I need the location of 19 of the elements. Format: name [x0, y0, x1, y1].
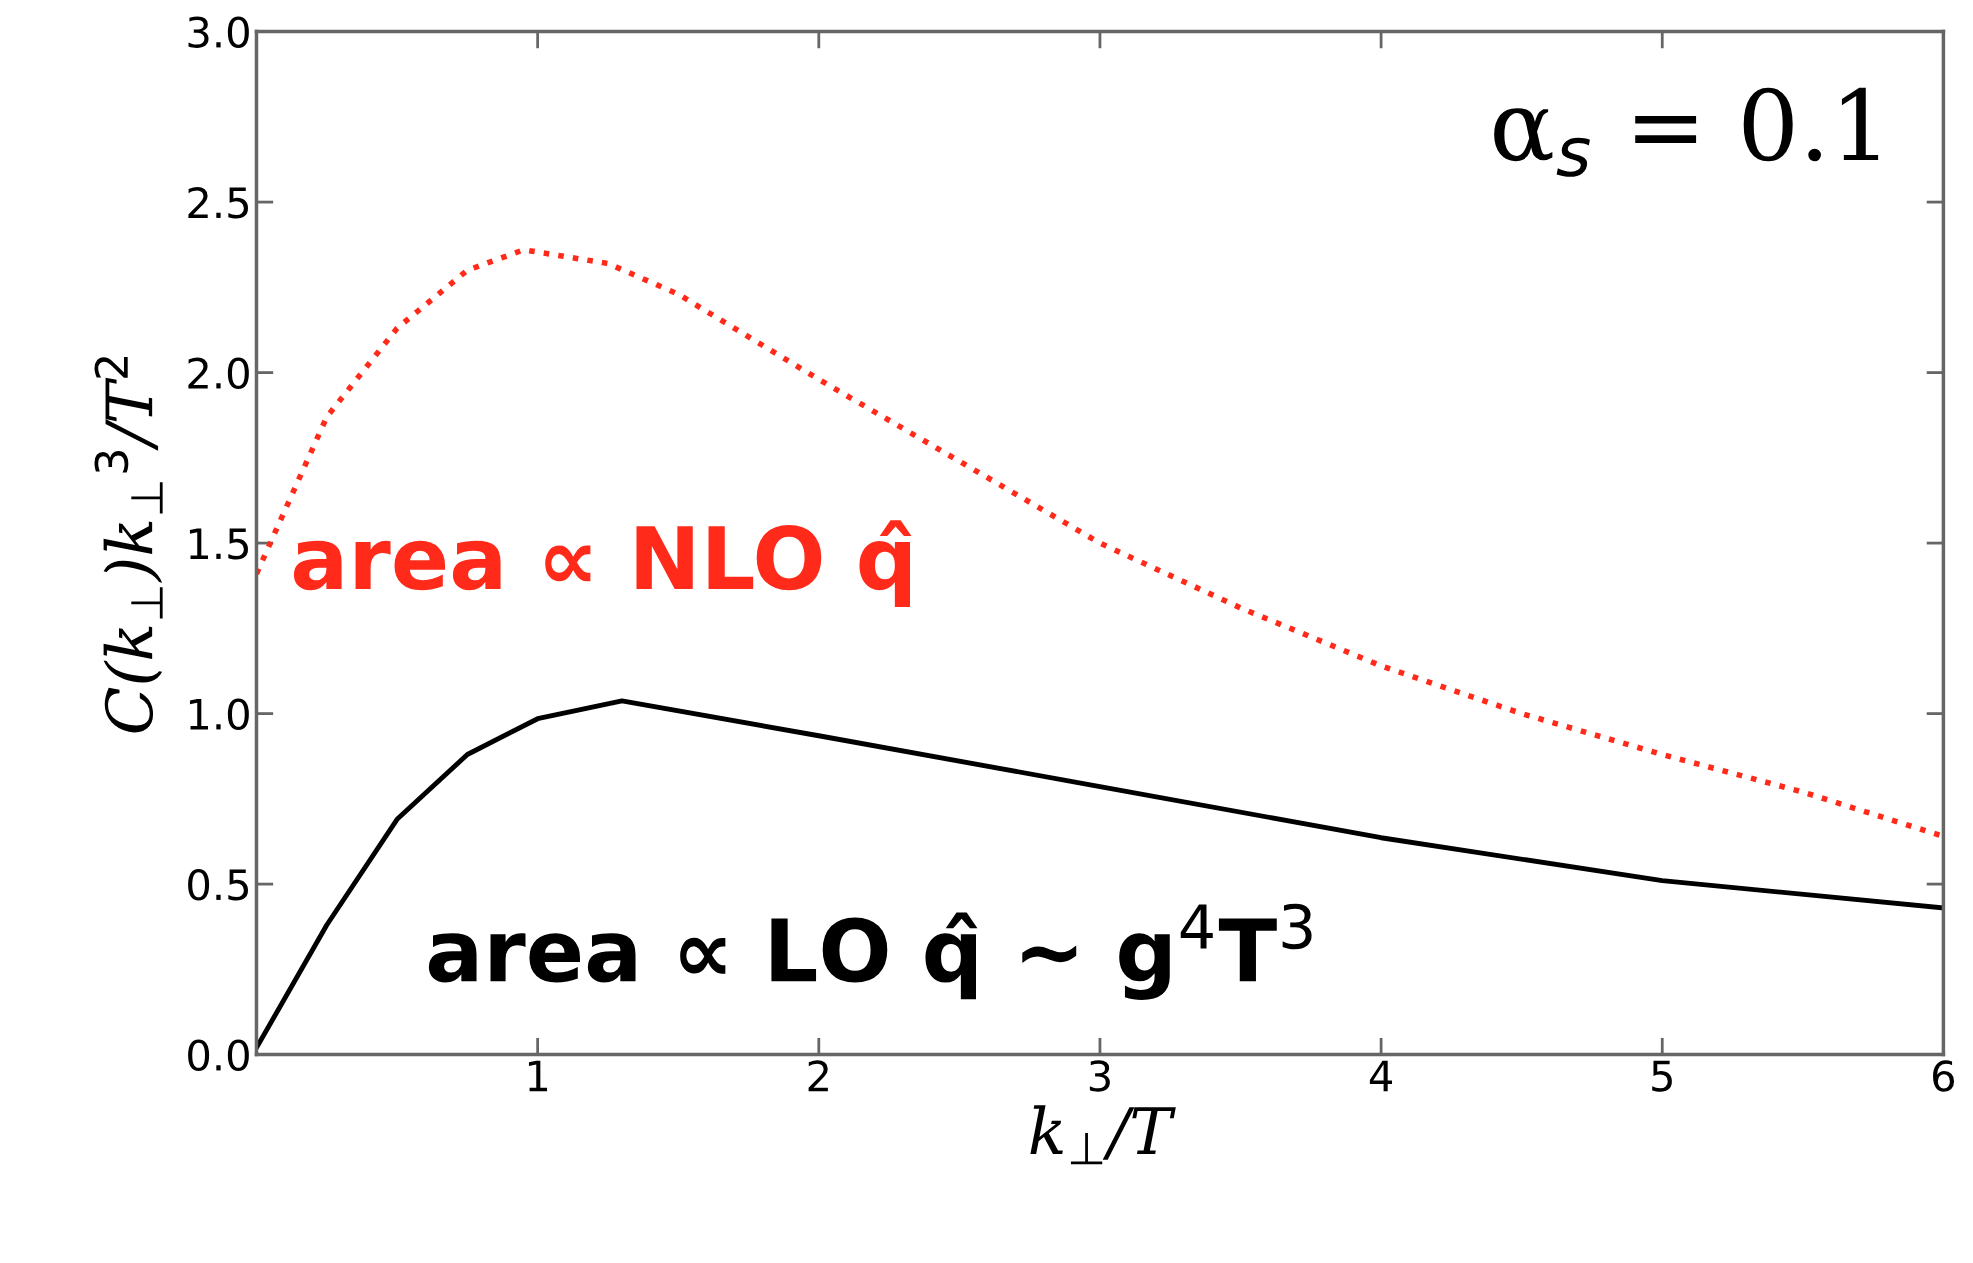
- x-tick-label: 5: [1652, 1060, 1672, 1092]
- y-tick-label: 0.5: [188, 869, 248, 901]
- x-tick-label: 4: [1369, 1060, 1393, 1092]
- y-tick-label: 2.5: [188, 186, 248, 219]
- y-tick-label: 3.0: [188, 16, 249, 48]
- x-tick-label: 2: [808, 1060, 828, 1092]
- y-tick-label: 1.0: [189, 698, 249, 731]
- annotation: area ∝ LO q̂ ~ g$^{4}$T$^{3}$: [428, 903, 1312, 1000]
- line-series: [256, 698, 1944, 1051]
- annotation: α$_{s}$ = 0.1: [1494, 87, 1879, 177]
- y-tick-label: 1.5: [189, 528, 248, 560]
- x-tick-label: 6: [1933, 1060, 1955, 1092]
- x-axis-title: k$_{⊥}$/T: [1030, 1105, 1176, 1165]
- y-axis-title: C(k$_{⊥}$)k$_{⊥}$$^{3}$/T$^{2}$: [94, 357, 163, 733]
- y-tick-label: 0.0: [188, 1039, 249, 1072]
- x-tick-label: 1: [528, 1060, 548, 1092]
- y-tick-label: 2.0: [188, 357, 249, 390]
- x-tick-label: 3: [1089, 1060, 1110, 1092]
- annotation: area ∝ NLO q̂: [293, 520, 912, 607]
